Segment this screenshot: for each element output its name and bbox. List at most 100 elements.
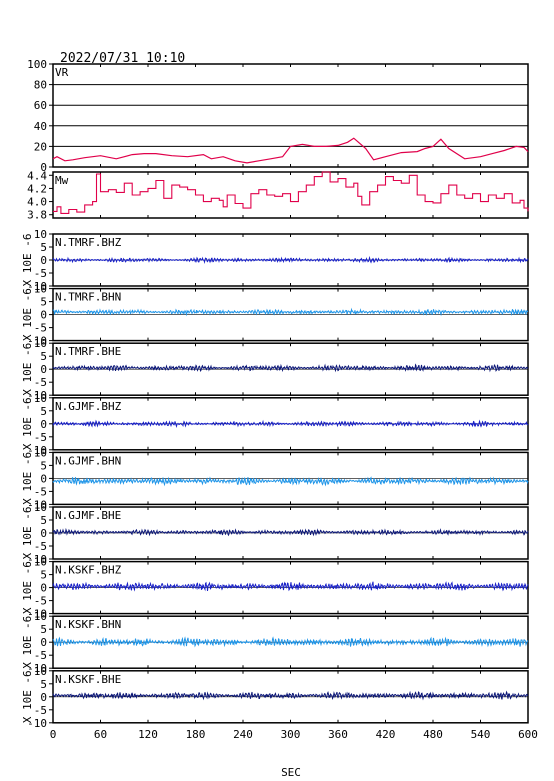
y-tick-label: 5 bbox=[40, 623, 47, 636]
waveform-series-line bbox=[52, 476, 529, 487]
y-tick-label: -5 bbox=[34, 431, 47, 444]
y-tick-label: 0 bbox=[40, 636, 47, 649]
y-tick-label: 10 bbox=[34, 446, 47, 459]
y-tick-label: 5 bbox=[40, 241, 47, 254]
y-axis-label: X 10E -6 bbox=[21, 397, 34, 450]
panel-label: N.GJMF.BHN bbox=[55, 454, 121, 467]
y-tick-label: 5 bbox=[40, 569, 47, 582]
y-tick-label: 4.4 bbox=[27, 169, 47, 182]
panel-label: N.GJMF.BHE bbox=[55, 509, 121, 522]
x-axis-label: SEC bbox=[281, 766, 301, 779]
y-tick-label: 0 bbox=[40, 309, 47, 322]
y-tick-label: -10 bbox=[27, 389, 47, 402]
y-axis-label: X 10E -6 bbox=[21, 561, 34, 614]
y-tick-label: 0 bbox=[40, 363, 47, 376]
y-tick-label: 80 bbox=[34, 79, 47, 92]
panel-label: N.TMRF.BHZ bbox=[55, 236, 122, 249]
y-tick-label: 0 bbox=[40, 691, 47, 704]
y-tick-label: 10 bbox=[34, 228, 47, 241]
y-tick-label: 3.8 bbox=[27, 209, 47, 222]
x-tick-label: 180 bbox=[186, 728, 206, 741]
y-tick-label: 10 bbox=[34, 283, 47, 296]
vr-series-line bbox=[52, 137, 529, 164]
mw-series-line bbox=[53, 171, 529, 214]
panel-label: N.KSKF.BHN bbox=[55, 618, 121, 631]
y-tick-label: -10 bbox=[27, 280, 47, 293]
y-tick-label: 5 bbox=[40, 405, 47, 418]
y-tick-label: 0 bbox=[40, 254, 47, 267]
y-tick-label: 10 bbox=[34, 337, 47, 350]
panel-label: N.KSKF.BHE bbox=[55, 673, 121, 686]
y-tick-label: -5 bbox=[34, 540, 47, 553]
y-tick-label: 0 bbox=[40, 418, 47, 431]
y-tick-label: 20 bbox=[34, 140, 47, 153]
panel-label: N.TMRF.BHN bbox=[55, 291, 121, 304]
y-axis-label: X 10E -6 bbox=[21, 616, 34, 669]
waveform-series-line bbox=[52, 307, 529, 317]
y-tick-label: -10 bbox=[27, 498, 47, 511]
y-tick-label: -10 bbox=[27, 553, 47, 566]
y-tick-label: 4.2 bbox=[27, 182, 47, 195]
y-tick-label: -10 bbox=[27, 662, 47, 675]
y-tick-label: 5 bbox=[40, 514, 47, 527]
y-tick-label: 4.0 bbox=[27, 196, 47, 209]
y-tick-label: 100 bbox=[27, 58, 47, 71]
panel-label: N.TMRF.BHE bbox=[55, 345, 121, 358]
panel-frame bbox=[52, 63, 529, 168]
panel-label: N.GJMF.BHZ bbox=[55, 400, 122, 413]
waveform-series-line bbox=[52, 255, 529, 265]
x-axis: 0 60 120 180 240 300 360 420 480 540 600 bbox=[50, 728, 538, 741]
x-tick-label: 300 bbox=[281, 728, 301, 741]
y-tick-label: -10 bbox=[27, 608, 47, 621]
y-tick-label: 10 bbox=[34, 610, 47, 623]
x-tick-label: 360 bbox=[328, 728, 348, 741]
y-tick-label: 10 bbox=[34, 665, 47, 678]
y-tick-label: 10 bbox=[34, 556, 47, 569]
x-tick-label: 600 bbox=[518, 728, 538, 741]
y-tick-label: 10 bbox=[34, 501, 47, 514]
waveform-series-line bbox=[52, 419, 529, 428]
y-tick-label: 5 bbox=[40, 678, 47, 691]
y-tick-label: -5 bbox=[34, 376, 47, 389]
y-tick-label: -5 bbox=[34, 485, 47, 498]
y-tick-label: 0 bbox=[40, 527, 47, 540]
y-tick-label: 5 bbox=[40, 296, 47, 309]
y-tick-label: -5 bbox=[34, 322, 47, 335]
y-axis-label: X 10E -6 bbox=[21, 507, 34, 560]
timestamp-label: 2022/07/31 10:10 bbox=[60, 51, 185, 66]
y-tick-label: -5 bbox=[34, 267, 47, 280]
waveform-series-line bbox=[52, 636, 529, 648]
y-tick-label: 40 bbox=[34, 120, 47, 133]
y-tick-label: -10 bbox=[27, 335, 47, 348]
y-tick-label: 0 bbox=[40, 161, 47, 174]
y-tick-label: 5 bbox=[40, 350, 47, 363]
x-tick-label: 480 bbox=[423, 728, 443, 741]
x-tick-label: 540 bbox=[471, 728, 491, 741]
waveform-series-line bbox=[52, 363, 529, 373]
y-tick-label: 10 bbox=[34, 392, 47, 405]
y-tick-label: 60 bbox=[34, 99, 47, 112]
waveform-series-line bbox=[52, 690, 529, 701]
x-tick-label: 120 bbox=[138, 728, 158, 741]
y-tick-label: -5 bbox=[34, 704, 47, 717]
y-axis-label: X 10E -6 bbox=[21, 343, 34, 396]
y-axis-label: X 10E -6 bbox=[21, 234, 34, 287]
panel-label: VR bbox=[55, 66, 69, 79]
panel-vr: 0 20 40 60 80 100 VR bbox=[27, 58, 529, 174]
y-tick-label: -10 bbox=[27, 717, 47, 730]
x-tick-label: 60 bbox=[94, 728, 107, 741]
y-axis-label: X 10E -6 bbox=[21, 288, 34, 341]
y-tick-label: -5 bbox=[34, 595, 47, 608]
y-tick-label: 5 bbox=[40, 459, 47, 472]
